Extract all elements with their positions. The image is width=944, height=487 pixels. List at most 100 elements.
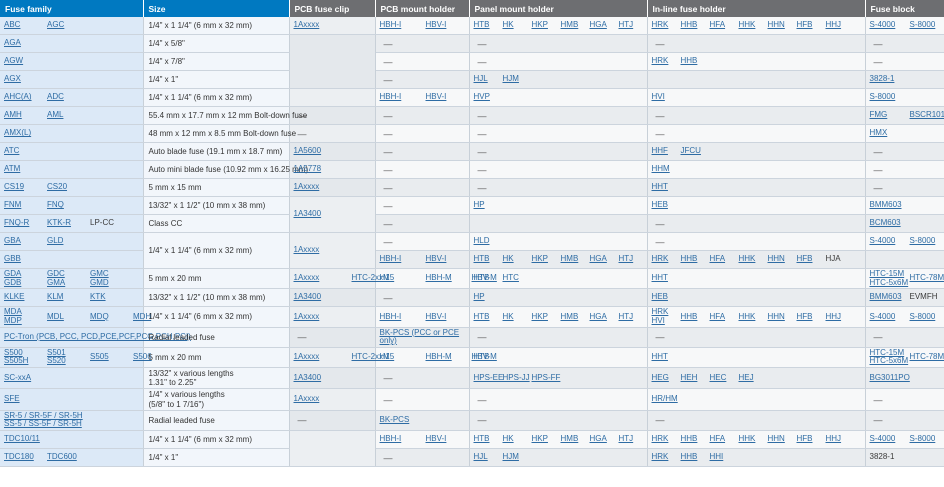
pcb-mount-holder-item-link[interactable]: H15 [380,274,426,283]
in-line-fuse-holder-item-link[interactable]: HHB [681,255,710,264]
pcb-fuse-clip-item-link[interactable]: HTC-2xxM [352,274,410,283]
fuse-block-item-link[interactable]: S-4000 [870,237,910,246]
fuse-family-item-link[interactable]: S500 S505H [4,348,47,366]
panel-mount-holder-item-link[interactable]: HTJ [619,312,648,322]
panel-mount-holder-item-link[interactable]: HMB [561,435,590,444]
pcb-mount-holder-item-link[interactable]: HBV-M [472,352,518,362]
fuse-block-item-link[interactable]: HMX [870,129,910,138]
pcb-fuse-clip-item-link[interactable]: 1Axxxx [294,21,352,30]
panel-mount-holder-item-link[interactable]: HP [474,201,503,210]
in-line-fuse-holder-item-link[interactable]: HFA [710,255,739,264]
pcb-fuse-clip-item-link[interactable]: 1A3400 [294,373,352,383]
in-line-fuse-holder-item-link[interactable]: HRK [652,21,681,30]
panel-mount-holder-item-link[interactable]: HGA [590,312,619,322]
in-line-fuse-holder-item-link[interactable]: HHN [768,21,797,30]
panel-mount-holder-item-link[interactable]: HTB [474,21,503,30]
panel-mount-holder-item-link[interactable]: HJM [503,75,532,84]
pcb-mount-holder-item-link[interactable]: H15 [380,352,426,362]
in-line-fuse-holder-item-link[interactable]: HFB [797,21,826,30]
in-line-fuse-holder-item-link[interactable]: HEB [652,293,681,302]
in-line-fuse-holder-item-link[interactable]: HRK HVI [652,308,681,325]
panel-mount-holder-item-link[interactable]: HMB [561,21,590,30]
in-line-fuse-holder-item-link[interactable]: HFA [710,21,739,30]
fuse-family-item-link[interactable]: GLD [47,237,90,246]
fuse-family-item-link[interactable]: MDL [47,312,90,322]
in-line-fuse-holder-item-link[interactable]: HHK [739,255,768,264]
panel-mount-holder-item-link[interactable]: HJM [503,453,532,462]
fuse-family-item-link[interactable]: S506 [133,352,176,362]
panel-mount-holder-item-link[interactable]: HTB [474,352,503,362]
fuse-block-item-link[interactable]: S-8000 [910,21,944,30]
in-line-fuse-holder-item-link[interactable]: HR/HM [652,395,681,404]
fuse-block-item-link[interactable]: BG3011PO [870,373,910,383]
fuse-family-item-link[interactable]: GMC GMD [90,269,133,287]
fuse-family-item-link[interactable]: GBB [4,255,47,264]
in-line-fuse-holder-item-link[interactable]: HFB [797,255,826,264]
in-line-fuse-holder-item-link[interactable]: HHJ [826,435,855,444]
fuse-family-item-link[interactable]: ABC [4,21,47,30]
in-line-fuse-holder-item-link[interactable]: HRK [652,57,681,66]
panel-mount-holder-item-link[interactable]: HK [503,312,532,322]
fuse-family-item-link[interactable]: ADC [47,93,90,102]
fuse-block-item-link[interactable]: HTC-15M HTC-5x6M [870,269,910,287]
panel-mount-holder-item-link[interactable]: HMB [561,312,590,322]
fuse-family-item-link[interactable]: KTK-R [47,219,90,228]
fuse-block-item-link[interactable]: HTC-15M HTC-5x6M [870,348,910,366]
panel-mount-holder-item-link[interactable]: HKP [532,255,561,264]
pcb-mount-holder-item-link[interactable]: HBH-I [380,312,426,322]
in-line-fuse-holder-item-link[interactable]: HEH [681,373,710,383]
fuse-family-item-link[interactable]: ATC [4,147,47,156]
pcb-fuse-clip-item-link[interactable]: 1A5600 [294,147,352,156]
pcb-fuse-clip-item-link[interactable]: 1Axxxx [294,246,352,255]
panel-mount-holder-item-link[interactable]: HPS-JJ [503,373,532,383]
fuse-family-item-link[interactable]: FNQ [47,201,90,210]
fuse-family-item-link[interactable]: S505 [90,352,133,362]
fuse-family-item-link[interactable]: FNM [4,201,47,210]
panel-mount-holder-item-link[interactable]: HLD [474,237,503,246]
in-line-fuse-holder-item-link[interactable]: HHT [652,274,681,283]
fuse-block-item-link[interactable]: 3828-1 [870,75,910,84]
in-line-fuse-holder-item-link[interactable]: HHK [739,435,768,444]
in-line-fuse-holder-item-link[interactable]: HFB [797,312,826,322]
in-line-fuse-holder-item-link[interactable]: HHJ [826,312,855,322]
in-line-fuse-holder-item-link[interactable]: HHB [681,312,710,322]
pcb-fuse-clip-item-link[interactable]: HTC-2xxM [352,352,410,362]
pcb-mount-holder-item-link[interactable]: HBV-I [426,21,472,30]
in-line-fuse-holder-item-link[interactable]: HHI [710,453,739,462]
pcb-fuse-clip-item-link[interactable]: 1Axxxx [294,395,352,404]
panel-mount-holder-item-link[interactable]: HPS-EE [474,373,504,383]
in-line-fuse-holder-item-link[interactable]: HHF [652,147,681,156]
panel-mount-holder-item-link[interactable]: HK [503,435,532,444]
in-line-fuse-holder-item-link[interactable]: HEJ [739,373,768,383]
panel-mount-holder-item-link[interactable]: HKP [532,435,561,444]
in-line-fuse-holder-item-link[interactable]: HRK [652,255,681,264]
pcb-fuse-clip-item-link[interactable]: 1Axxxx [294,312,352,322]
panel-mount-holder-item-link[interactable]: HTC [503,274,532,283]
fuse-block-item-link[interactable]: S-4000 [870,21,910,30]
fuse-block-item-link[interactable]: S-4000 [870,312,910,322]
panel-mount-holder-item-link[interactable]: HVP [474,93,503,102]
panel-mount-holder-item-link[interactable]: HTB [474,255,503,264]
fuse-family-item-link[interactable]: FNQ-R [4,219,47,228]
in-line-fuse-holder-item-link[interactable]: JFCU [681,147,710,156]
pcb-fuse-clip-item-link[interactable]: 1Axxxx [294,183,352,192]
pcb-mount-holder-item-link[interactable]: HBV-I [426,93,472,102]
fuse-block-item-link[interactable]: BSCR101 [910,111,944,120]
pcb-mount-holder-item-link[interactable]: HBV-I [426,255,472,264]
pcb-fuse-clip-item-link[interactable]: 1Axxxx [294,274,352,283]
pcb-mount-holder-item-link[interactable]: HBH-I [380,93,426,102]
in-line-fuse-holder-item-link[interactable]: HFA [710,435,739,444]
in-line-fuse-holder-item-link[interactable]: HRK [652,453,681,462]
fuse-family-item-link[interactable]: AMH [4,111,47,120]
pcb-fuse-clip-item-link[interactable]: 1A3400 [294,293,352,302]
in-line-fuse-holder-item-link[interactable]: HEB [652,201,681,210]
panel-mount-holder-item-link[interactable]: HJL [474,453,503,462]
in-line-fuse-holder-item-link[interactable]: HHB [681,57,710,66]
fuse-family-item-link[interactable]: PC-Tron (PCB, PCC, PCD,PCE,PCF,PCG,PCH,P… [4,332,191,342]
in-line-fuse-holder-item-link[interactable]: HHB [681,453,710,462]
fuse-family-item-link[interactable]: MDH [133,312,176,322]
fuse-block-item-link[interactable]: FMG [870,111,910,120]
panel-mount-holder-item-link[interactable]: HK [503,21,532,30]
fuse-family-item-link[interactable]: SC-xxA [4,373,47,383]
fuse-family-item-link[interactable]: MDA MDP [4,308,47,325]
